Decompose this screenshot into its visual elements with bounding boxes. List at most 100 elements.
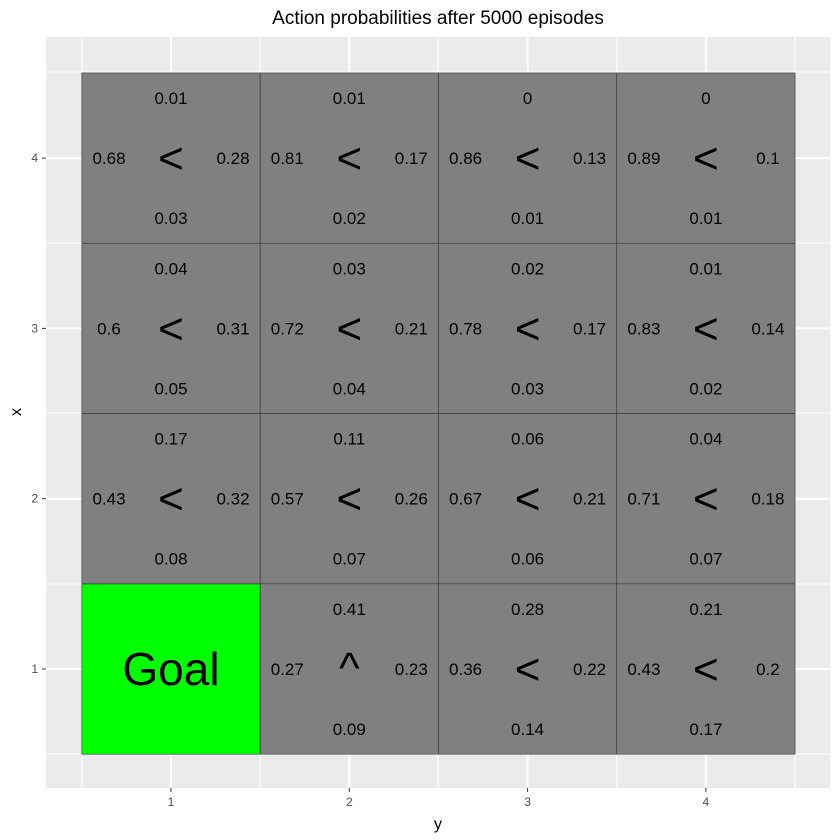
prob-right-label: 0.31 [216, 319, 249, 338]
prob-right-label: 0.18 [751, 490, 784, 509]
grid-cell [81, 413, 261, 585]
axis-ticks: 1 2 3 4 1 2 3 4 [31, 151, 709, 809]
prob-down-label: 0.01 [689, 209, 722, 228]
prob-up-label: 0.21 [689, 600, 722, 619]
policy-arrow: < [515, 645, 541, 694]
prob-down-label: 0.06 [511, 550, 544, 569]
policy-arrow: < [515, 134, 541, 183]
policy-cells [81, 72, 796, 755]
prob-down-label: 0.07 [689, 550, 722, 569]
policy-arrow: < [336, 134, 362, 183]
prob-down-label: 0.09 [333, 720, 366, 739]
prob-down-label: 0.17 [689, 720, 722, 739]
prob-up-label: 0 [701, 89, 710, 108]
policy-arrow: ^ [339, 644, 360, 693]
x-axis-title: y [434, 816, 442, 833]
grid-cell [616, 242, 796, 414]
policy-arrow: < [336, 475, 362, 524]
prob-up-label: 0.17 [154, 430, 187, 449]
prob-right-label: 0.21 [573, 490, 606, 509]
prob-left-label: 0.6 [97, 319, 121, 338]
prob-left-label: 0.27 [271, 660, 304, 679]
prob-left-label: 0.71 [627, 490, 660, 509]
prob-down-label: 0.02 [689, 379, 722, 398]
prob-left-label: 0.43 [92, 490, 125, 509]
prob-down-label: 0.05 [154, 379, 187, 398]
prob-right-label: 0.17 [395, 149, 428, 168]
prob-right-label: 0.1 [756, 149, 780, 168]
prob-down-label: 0.03 [511, 379, 544, 398]
prob-right-label: 0.17 [573, 319, 606, 338]
grid-cell [259, 72, 439, 244]
x-tick-label: 2 [346, 795, 353, 809]
prob-up-label: 0.01 [333, 89, 366, 108]
prob-down-label: 0.04 [333, 379, 366, 398]
grid-cell [259, 583, 439, 755]
y-tick-label: 1 [31, 662, 38, 676]
prob-left-label: 0.36 [449, 660, 482, 679]
prob-down-label: 0.14 [511, 720, 544, 739]
grid-cell [616, 413, 796, 585]
prob-up-label: 0.04 [154, 259, 187, 278]
x-tick-label: 4 [703, 795, 710, 809]
grid-cell [616, 72, 796, 244]
x-tick-label: 1 [168, 795, 175, 809]
grid-cell [438, 583, 618, 755]
prob-left-label: 0.67 [449, 490, 482, 509]
y-tick-label: 4 [31, 151, 38, 165]
chart-title: Action probabilities after 5000 episodes [272, 8, 604, 29]
prob-left-label: 0.89 [627, 149, 660, 168]
prob-up-label: 0.02 [511, 259, 544, 278]
policy-arrow: < [336, 304, 362, 353]
prob-right-label: 0.21 [395, 319, 428, 338]
prob-up-label: 0.28 [511, 600, 544, 619]
prob-right-label: 0.23 [395, 660, 428, 679]
policy-arrow: < [158, 304, 184, 353]
policy-arrow: < [515, 304, 541, 353]
y-axis-title: x [8, 408, 25, 416]
probability-labels: Goal 0.01 0.03 0.68 0.28 <0.01 0.02 0.81 0.17 <0 0… [92, 89, 784, 739]
prob-up-label: 0.01 [154, 89, 187, 108]
prob-right-label: 0.22 [573, 660, 606, 679]
prob-right-label: 0.13 [573, 149, 606, 168]
prob-left-label: 0.78 [449, 319, 482, 338]
policy-arrow: < [693, 645, 719, 694]
prob-up-label: 0.03 [333, 259, 366, 278]
goal-label: Goal [122, 643, 219, 695]
prob-right-label: 0.32 [216, 490, 249, 509]
prob-down-label: 0.07 [333, 550, 366, 569]
prob-right-label: 0.26 [395, 490, 428, 509]
prob-left-label: 0.57 [271, 490, 304, 509]
prob-right-label: 0.2 [756, 660, 780, 679]
policy-arrow: < [693, 475, 719, 524]
prob-up-label: 0 [523, 89, 532, 108]
policy-arrow: < [693, 134, 719, 183]
policy-arrow: < [693, 304, 719, 353]
prob-left-label: 0.83 [627, 319, 660, 338]
prob-up-label: 0.11 [333, 430, 365, 449]
grid-cell [259, 413, 439, 585]
prob-down-label: 0.08 [154, 550, 187, 569]
prob-down-label: 0.02 [333, 209, 366, 228]
prob-down-label: 0.03 [154, 209, 187, 228]
prob-down-label: 0.01 [511, 209, 544, 228]
prob-up-label: 0.06 [511, 430, 544, 449]
prob-right-label: 0.28 [216, 149, 249, 168]
prob-left-label: 0.43 [627, 660, 660, 679]
policy-arrow: < [158, 475, 184, 524]
prob-right-label: 0.14 [751, 319, 784, 338]
grid-cell [438, 413, 618, 585]
prob-left-label: 0.72 [271, 319, 304, 338]
grid-cell [438, 242, 618, 414]
x-tick-label: 3 [524, 795, 531, 809]
prob-left-label: 0.81 [271, 149, 304, 168]
policy-arrow: < [515, 475, 541, 524]
prob-up-label: 0.04 [689, 430, 722, 449]
prob-left-label: 0.68 [92, 149, 125, 168]
y-tick-label: 2 [31, 492, 38, 506]
grid-cell [438, 72, 618, 244]
prob-left-label: 0.86 [449, 149, 482, 168]
prob-up-label: 0.01 [689, 259, 722, 278]
y-tick-label: 3 [31, 321, 38, 335]
